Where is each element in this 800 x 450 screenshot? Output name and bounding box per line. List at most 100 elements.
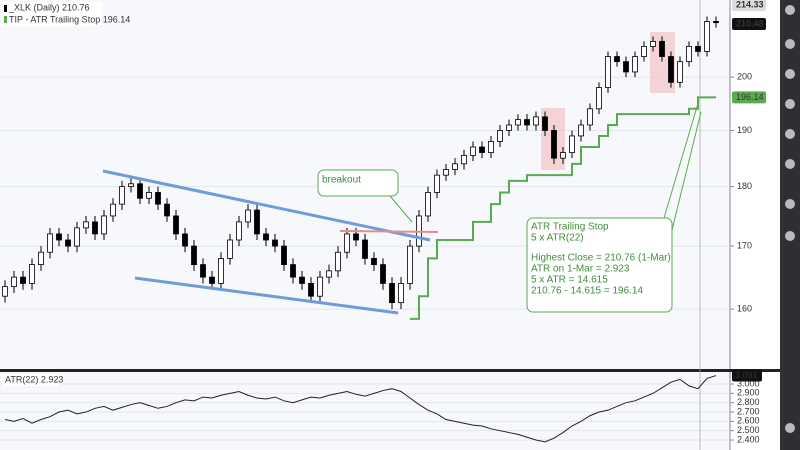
legend-box	[2, 2, 102, 26]
candle-body	[389, 283, 395, 304]
candle-body	[695, 45, 701, 52]
candle-body	[398, 283, 404, 304]
candle-body	[362, 239, 368, 259]
candle-body	[506, 124, 512, 131]
candle-body	[200, 264, 206, 278]
candle-body	[533, 116, 539, 126]
candle-body	[263, 233, 269, 241]
candle-body	[425, 192, 431, 217]
y-tick-label: 2.800	[737, 397, 760, 407]
candle-body	[371, 257, 377, 266]
annotation: 5 x ATR = 14.615	[531, 275, 608, 286]
candle-body	[713, 21, 719, 24]
candle-body	[704, 21, 710, 52]
resistance-line	[339, 230, 439, 233]
candle-body	[452, 163, 458, 170]
candle-body	[83, 221, 89, 229]
legend-entry: TIP - ATR Trailing Stop 196.14	[9, 14, 130, 24]
candle-body	[47, 233, 53, 253]
y-tick-label: 2.900	[737, 388, 760, 398]
candle-body	[218, 257, 224, 284]
annotation: ATR on 1-Mar = 2.923	[531, 264, 630, 275]
y-tick-label: 180	[737, 181, 752, 191]
candle-body	[290, 264, 296, 278]
candle-body	[137, 183, 143, 199]
candle-body	[119, 186, 125, 205]
y-tick-label: 160	[737, 303, 752, 313]
y-tick-label: 2.400	[737, 434, 760, 444]
candle-body	[317, 276, 323, 297]
candle-body	[155, 192, 161, 205]
trendline	[102, 169, 431, 242]
y-tick-label: 2.500	[737, 425, 760, 435]
atr-line	[4, 375, 717, 443]
price-badge	[732, 18, 766, 31]
candle-body	[470, 146, 476, 156]
candle-body	[209, 276, 215, 284]
candle-body	[614, 56, 620, 63]
candle-body	[38, 251, 44, 266]
price-badge	[732, 0, 766, 12]
candle-body	[236, 221, 242, 241]
candle-body	[560, 152, 566, 159]
annotation: breakout	[322, 175, 361, 186]
y-tick-label: 2.700	[737, 406, 760, 416]
legend-swatch	[4, 5, 7, 12]
sidebar	[780, 0, 800, 450]
legend-swatch	[4, 16, 7, 23]
candle-body	[542, 116, 548, 131]
candle-body	[668, 56, 674, 83]
candle-body	[659, 40, 665, 57]
lower-plot-area	[0, 372, 730, 450]
candle-body	[308, 283, 314, 297]
y-tick-label: 2.600	[737, 416, 760, 426]
candle-body	[281, 245, 287, 266]
candle-body	[29, 264, 35, 284]
candle-body	[686, 45, 692, 63]
candle-body	[191, 245, 197, 266]
annotation: 210.76 - 14.615 = 196.14	[531, 286, 643, 297]
annotation: ATR Trailing Stop	[531, 222, 609, 233]
candle-body	[407, 245, 413, 284]
candle-body	[497, 130, 503, 142]
annotation-pointer	[663, 99, 702, 231]
marks	[2, 16, 719, 443]
trailing-stop-line	[410, 96, 716, 320]
candle-body	[623, 61, 629, 73]
candle-body	[272, 239, 278, 247]
y-tick-label: 200	[737, 71, 752, 81]
candle-body	[596, 87, 602, 110]
candle-body	[92, 221, 98, 235]
stop-badge-label: 196.14	[736, 92, 764, 102]
candle-body	[254, 209, 260, 235]
legend-box	[2, 374, 58, 386]
candle-body	[173, 215, 179, 235]
y-tick-label: 170	[737, 240, 752, 250]
candle-body	[110, 203, 116, 217]
candle-body	[335, 251, 341, 272]
candle-body	[74, 227, 80, 247]
candle-body	[632, 56, 638, 73]
candle-body	[353, 233, 359, 241]
candle-body	[11, 276, 17, 288]
candle-body	[479, 146, 485, 153]
annotation-pointer	[389, 195, 413, 223]
candle-body	[677, 61, 683, 83]
candle-body	[578, 124, 584, 137]
value-badge	[732, 369, 762, 382]
candle-body	[65, 239, 71, 247]
price-badge-label: 214.33	[736, 0, 764, 10]
candle-body	[56, 233, 62, 241]
candle-body	[101, 215, 107, 235]
legend-entry: _XLK (Daily) 210.76	[8, 2, 90, 12]
candle-body	[524, 119, 530, 126]
candle-body	[605, 56, 611, 88]
annotation: 5 x ATR(22)	[531, 233, 584, 244]
annotation-box	[526, 217, 673, 313]
candle-body	[380, 264, 386, 284]
candle-body	[650, 40, 656, 47]
candle-body	[182, 233, 188, 247]
candle-body	[128, 183, 134, 188]
y-tick-label: 190	[737, 125, 752, 135]
